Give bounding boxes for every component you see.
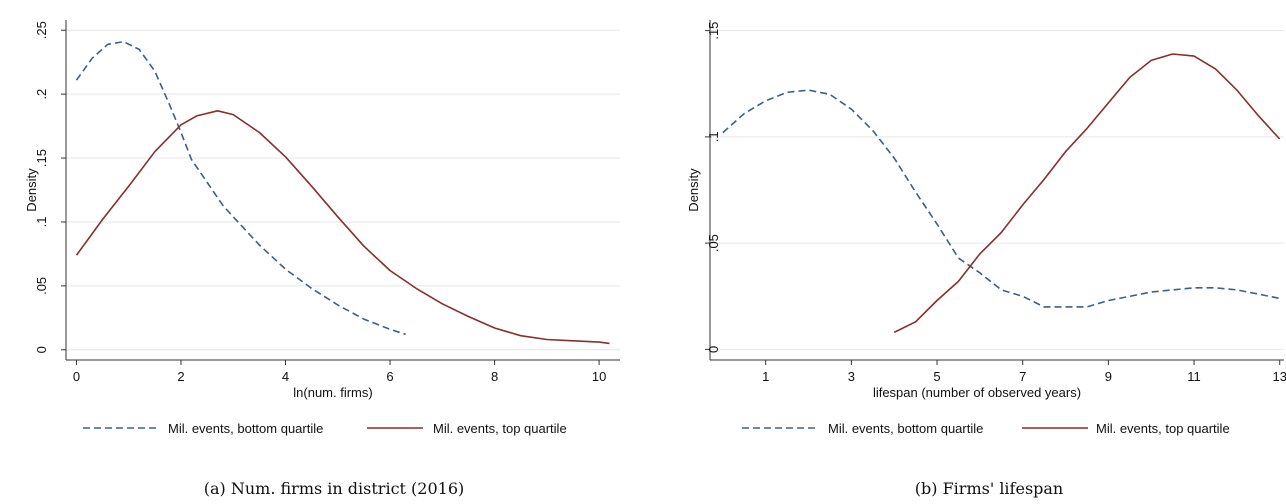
series-line-bottom-quartile [75, 40, 406, 336]
x-tick-label: 9 [1105, 369, 1112, 384]
legend-label: Mil. events, top quartile [433, 421, 567, 436]
y-tick-label: .1 [706, 131, 721, 142]
legend-label: Mil. events, bottom quartile [168, 421, 323, 436]
x-tick-label: 4 [282, 369, 289, 384]
x-axis-label: lifespan (number of observed years) [873, 385, 1081, 400]
x-tick-label: 0 [73, 369, 80, 384]
y-tick-label: .25 [34, 21, 49, 39]
y-axis-label: Density [686, 168, 701, 212]
chart-caption: (a) Num. firms in district (2016) [204, 479, 465, 498]
y-axis-label: Density [24, 168, 39, 212]
series-line-top-quartile [75, 110, 610, 345]
y-tick-label: 0 [706, 346, 721, 353]
series-line-bottom-quartile [722, 89, 1280, 308]
x-tick-label: 13 [1272, 369, 1286, 384]
y-tick-label: 0 [34, 346, 49, 353]
y-tick-label: .1 [34, 217, 49, 228]
x-tick-label: 10 [592, 369, 606, 384]
x-tick-label: 3 [848, 369, 855, 384]
x-tick-label: 5 [933, 369, 940, 384]
x-tick-label: 1 [762, 369, 769, 384]
x-tick-label: 6 [386, 369, 393, 384]
x-tick-label: 2 [177, 369, 184, 384]
chart-caption: (b) Firms' lifespan [915, 479, 1063, 498]
series-line-top-quartile [893, 53, 1281, 334]
y-tick-label: .2 [34, 89, 49, 100]
y-tick-label: .05 [34, 277, 49, 295]
y-tick-label: .15 [34, 149, 49, 167]
y-tick-label: .15 [706, 22, 721, 40]
chart-panel-1: 0 .05 .1 .15 .2 .25 0 2 4 6 8 10 ln(num. firms) Densi… [24, 20, 620, 498]
x-tick-label: 8 [491, 369, 498, 384]
x-axis-label: ln(num. firms) [293, 385, 372, 400]
x-tick-label: 7 [1019, 369, 1026, 384]
x-tick-label: 11 [1187, 369, 1201, 384]
legend-label: Mil. events, top quartile [1096, 421, 1230, 436]
legend-label: Mil. events, bottom quartile [828, 421, 983, 436]
y-tick-label: .05 [706, 234, 721, 252]
